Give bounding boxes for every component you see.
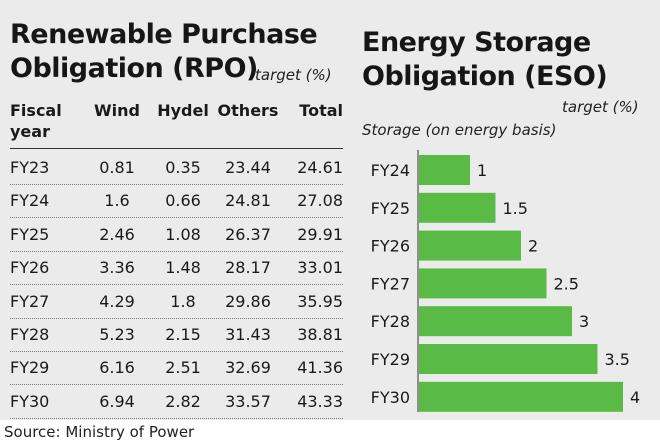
rpo-title-line2: Obligation (RPO) <box>10 53 258 84</box>
cell-total: 43.33 <box>297 391 343 411</box>
data-label-fy24: 1 <box>477 161 487 180</box>
data-label-fy27: 2.5 <box>554 274 579 293</box>
cell-hydel: 2.82 <box>165 391 201 411</box>
rpo-title-line1: Renewable Purchase <box>10 19 318 50</box>
cell-total: 29.91 <box>297 224 343 244</box>
data-label-fy28: 3 <box>579 312 589 331</box>
cell-hydel: 0.66 <box>165 191 201 211</box>
header-fiscal-year-line1: Fiscal <box>10 101 62 120</box>
cell-year: FY29 <box>10 358 50 378</box>
cell-others: 32.69 <box>225 358 271 378</box>
header-hydel: Hydel <box>157 101 209 120</box>
tick-label-fy30: FY30 <box>371 388 410 407</box>
cell-total: 38.81 <box>297 325 343 344</box>
row-divider <box>10 417 343 419</box>
table-row: FY25 2.46 1.08 26.37 29.91 <box>10 219 343 252</box>
eso-storage-label: Storage (on energy basis) <box>362 121 557 139</box>
cell-total: 41.36 <box>297 358 343 378</box>
tick-label-fy26: FY26 <box>371 237 410 256</box>
row-divider <box>10 384 343 386</box>
cell-wind: 0.81 <box>99 158 135 177</box>
rpo-unit-label: target (%) <box>255 66 332 84</box>
table-row: FY27 4.29 1.8 29.86 35.95 <box>10 286 343 319</box>
cell-wind: 4.29 <box>99 291 135 311</box>
cell-others: 26.37 <box>225 224 271 244</box>
bar-fy25 <box>419 192 496 223</box>
tick-label-fy27: FY27 <box>371 274 410 293</box>
bar-fy24 <box>419 155 470 185</box>
tick-label-fy28: FY28 <box>371 312 410 331</box>
cell-hydel: 1.48 <box>165 258 201 278</box>
cell-wind: 1.6 <box>104 191 130 211</box>
cell-others: 28.17 <box>225 258 271 278</box>
header-fiscal-year-line2: year <box>10 122 50 141</box>
cell-hydel: 2.51 <box>165 358 201 378</box>
table-row: FY28 5.23 2.15 31.43 38.81 <box>10 319 343 352</box>
row-divider <box>10 284 343 286</box>
cell-others: 24.81 <box>225 191 271 211</box>
tick-label-fy29: FY29 <box>371 350 410 369</box>
cell-others: 33.57 <box>225 391 271 411</box>
cell-hydel: 0.35 <box>165 158 201 177</box>
data-label-fy30: 4 <box>630 388 640 407</box>
cell-year: FY27 <box>10 291 50 311</box>
bar-fy27 <box>419 268 547 299</box>
cell-wind: 6.16 <box>99 358 135 378</box>
cell-total: 35.95 <box>297 291 343 311</box>
eso-unit-label: target (%) <box>562 98 639 116</box>
cell-wind: 3.36 <box>99 258 135 278</box>
bar-fy28 <box>419 306 572 337</box>
cell-total: 33.01 <box>297 258 343 278</box>
row-divider <box>10 317 343 319</box>
cell-hydel: 1.08 <box>165 224 201 244</box>
header-rule <box>10 148 343 149</box>
eso-title-line1: Energy Storage <box>362 27 591 58</box>
header-wind: Wind <box>94 101 140 120</box>
table-row: FY29 6.16 2.51 32.69 41.36 <box>10 352 343 386</box>
tick-label-fy25: FY25 <box>371 199 410 218</box>
cell-year: FY26 <box>10 258 50 278</box>
cell-year: FY25 <box>10 224 50 244</box>
data-label-fy25: 1.5 <box>503 199 528 218</box>
cell-total: 27.08 <box>297 191 343 211</box>
tick-label-fy24: FY24 <box>371 161 410 180</box>
data-label-fy26: 2 <box>528 237 538 256</box>
eso-title-line2: Obligation (ESO) <box>362 61 608 92</box>
row-divider <box>10 250 343 252</box>
cell-wind: 5.23 <box>99 325 135 344</box>
cell-wind: 6.94 <box>99 391 135 411</box>
cell-others: 31.43 <box>225 325 271 344</box>
cell-year: FY23 <box>10 158 50 177</box>
table-row: FY26 3.36 1.48 28.17 33.01 <box>10 252 343 286</box>
bar-fy30 <box>419 381 623 412</box>
cell-wind: 2.46 <box>99 224 135 244</box>
rpo-panel: Renewable Purchase Obligation (RPO) targ… <box>0 0 350 420</box>
cell-year: FY24 <box>10 191 50 211</box>
data-label-fy29: 3.5 <box>605 350 630 369</box>
table-row: FY23 0.81 0.35 23.44 24.61 <box>10 152 343 185</box>
row-divider <box>10 217 343 219</box>
cell-year: FY28 <box>10 325 50 344</box>
eso-bar-chart: FY24 1 FY25 1.5 FY26 2 FY27 2.5 FY28 3 FY29 3.5 FY30… <box>371 150 640 412</box>
cell-year: FY30 <box>10 391 50 411</box>
cell-hydel: 1.8 <box>170 291 196 311</box>
row-divider <box>10 184 343 185</box>
cell-hydel: 2.15 <box>165 325 201 344</box>
eso-panel: Energy Storage Obligation (ESO) target (… <box>350 0 660 420</box>
table-row: FY24 1.6 0.66 24.81 27.08 <box>10 185 343 219</box>
bar-fy29 <box>419 344 598 374</box>
source-note: Source: Ministry of Power <box>4 423 195 441</box>
cell-total: 24.61 <box>297 158 343 177</box>
cell-others: 23.44 <box>225 158 271 177</box>
bar-fy26 <box>419 230 521 261</box>
header-others: Others <box>217 101 279 120</box>
row-divider <box>10 351 343 352</box>
header-fiscal-year: Fiscal year <box>10 100 62 142</box>
cell-others: 29.86 <box>225 291 271 311</box>
header-total: Total <box>299 101 343 120</box>
table-row: FY30 6.94 2.82 33.57 43.33 <box>10 386 343 419</box>
